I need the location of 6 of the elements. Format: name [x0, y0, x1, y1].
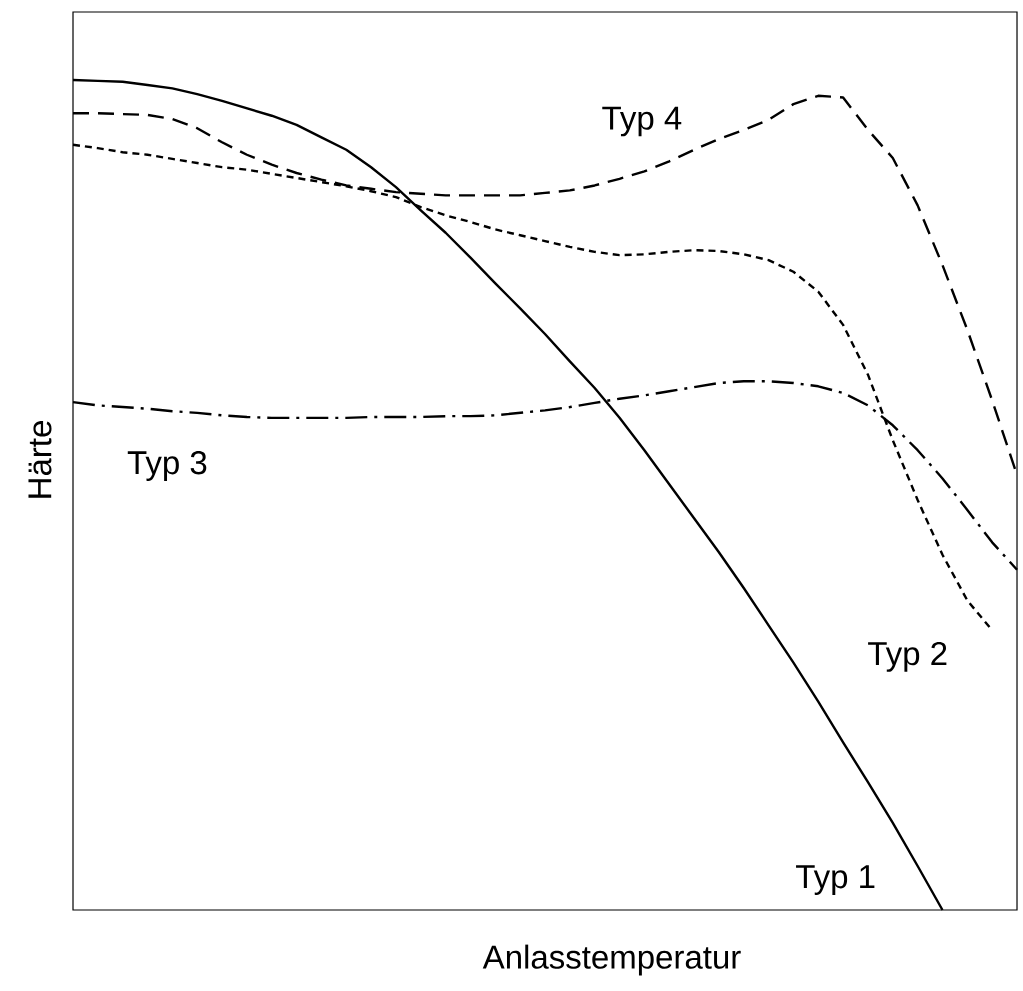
x-axis-title: Anlasstemperatur	[482, 944, 741, 976]
series-label: Typ 1	[796, 865, 875, 895]
y-axis-title: Härte	[28, 421, 52, 498]
series-label: Typ 4	[602, 106, 682, 137]
series-label: Typ 3	[127, 451, 207, 481]
series-label: Typ 2	[868, 641, 947, 672]
